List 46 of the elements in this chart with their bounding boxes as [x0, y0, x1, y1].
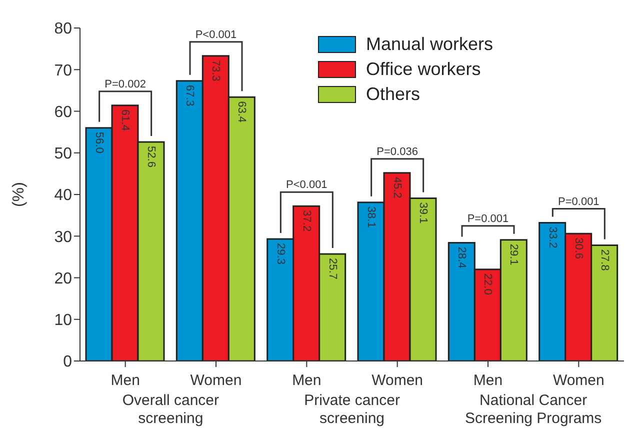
data-label: 22.0 — [482, 273, 494, 295]
y-tick-label: 60 — [54, 104, 72, 121]
data-label: 30.6 — [572, 238, 584, 260]
data-label: 27.8 — [598, 249, 610, 271]
y-tick-label: 50 — [54, 146, 72, 163]
y-tick-label: 40 — [54, 187, 72, 204]
annotation: P<0.001 — [286, 179, 328, 192]
data-label: 63.4 — [236, 101, 248, 123]
x-tick-label: Women — [190, 372, 242, 389]
data-label: 61.4 — [119, 109, 131, 131]
x-tick-label: Women — [372, 372, 424, 389]
y-tick-label: 30 — [54, 228, 72, 246]
annotation: P<0.001 — [195, 28, 237, 41]
data-label: 25.7 — [326, 258, 338, 280]
data-label: 52.6 — [145, 146, 157, 168]
y-tick-label: 10 — [54, 312, 72, 330]
x-tick-label: Women — [552, 372, 604, 389]
x-tick-label: Men — [292, 372, 322, 389]
annotation: P=0.036 — [376, 146, 418, 158]
data-label: 38.1 — [365, 206, 377, 228]
text: Overall cancer screening — [122, 392, 220, 427]
legend-label: Others — [366, 84, 420, 105]
y-tick-label: 0 — [63, 354, 72, 371]
data-label: 33.2 — [546, 226, 558, 248]
y-tick-label: 70 — [54, 62, 72, 80]
data-label: 73.3 — [210, 60, 222, 82]
x-tick-label: Men — [110, 372, 140, 389]
data-label: 29.3 — [274, 243, 286, 264]
y-axis-title: (%) — [10, 182, 28, 207]
data-label: 28.4 — [456, 246, 468, 268]
data-label: 67.3 — [184, 84, 196, 106]
legend-label: Office workers — [366, 59, 481, 80]
y-tick-label: 20 — [54, 270, 72, 288]
annotation: P=0.001 — [558, 196, 600, 208]
text: National Cancer Screening Programs — [464, 392, 602, 427]
annotation: P=0.002 — [104, 78, 146, 90]
y-tick-label: 80 — [54, 20, 72, 38]
text: Private cancer screening — [304, 392, 400, 427]
data-label: 45.2 — [391, 176, 403, 198]
x-tick-label: Men — [473, 372, 503, 389]
data-label: 37.2 — [300, 210, 312, 232]
legend-label: Manual workers — [366, 34, 494, 55]
data-label: 56.0 — [93, 132, 105, 154]
annotation: P=0.001 — [467, 212, 509, 225]
data-label: 29.1 — [508, 244, 520, 266]
data-label: 39.1 — [417, 202, 429, 224]
